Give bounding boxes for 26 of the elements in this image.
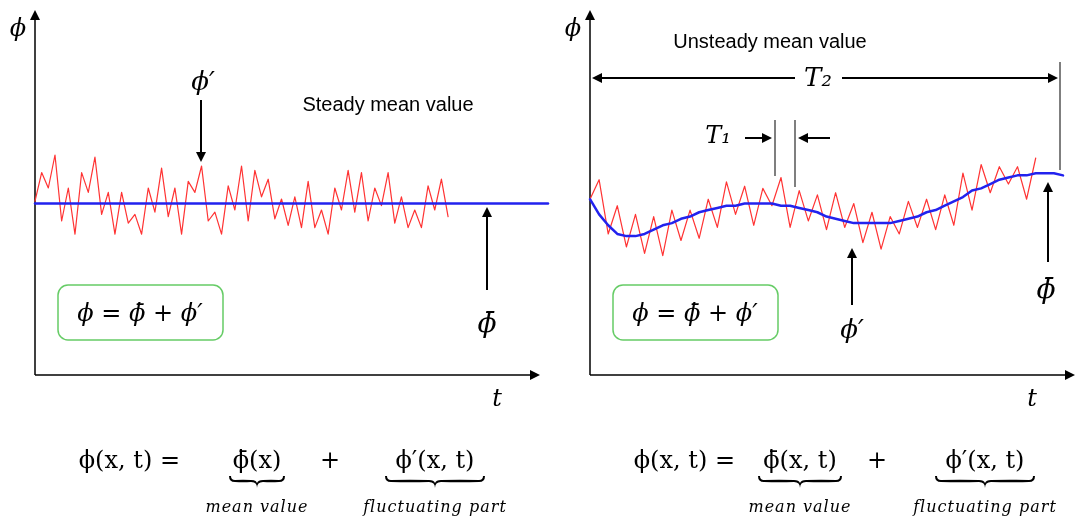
- y-axis-title: ϕ: [9, 14, 27, 42]
- annotation: ϕ̄: [477, 306, 497, 339]
- chart-title: Unsteady mean value: [673, 30, 867, 52]
- text: mean value: [748, 497, 852, 516]
- text: fluctuating part: [912, 497, 1057, 516]
- x-axis-title: t: [492, 384, 503, 412]
- annotation: ϕ = ϕ̄ + ϕ′: [77, 299, 204, 327]
- annotation: ϕ′: [840, 314, 864, 344]
- annotation: ϕ = ϕ̄ + ϕ′: [632, 299, 759, 327]
- text: ϕ̄(x, t): [763, 446, 837, 474]
- annotation: ϕ̄: [1036, 272, 1056, 305]
- text: mean value: [205, 497, 309, 516]
- chart-title: Steady mean value: [302, 93, 474, 115]
- text: T₁: [705, 121, 731, 149]
- text: +: [866, 446, 888, 474]
- text: ϕ(x, t) =: [633, 446, 735, 474]
- text: ϕ(x, t) =: [78, 446, 180, 474]
- text: fluctuating part: [362, 497, 507, 516]
- text: ϕ′(x, t): [945, 446, 1025, 474]
- y-axis-title: ϕ: [564, 14, 582, 42]
- text: ϕ̄(x): [232, 446, 282, 474]
- text: ϕ′(x, t): [395, 446, 475, 474]
- text: T₂: [804, 62, 832, 92]
- x-axis-title: t: [1027, 384, 1038, 412]
- text: ϕ′: [191, 66, 215, 96]
- text: +: [319, 446, 341, 474]
